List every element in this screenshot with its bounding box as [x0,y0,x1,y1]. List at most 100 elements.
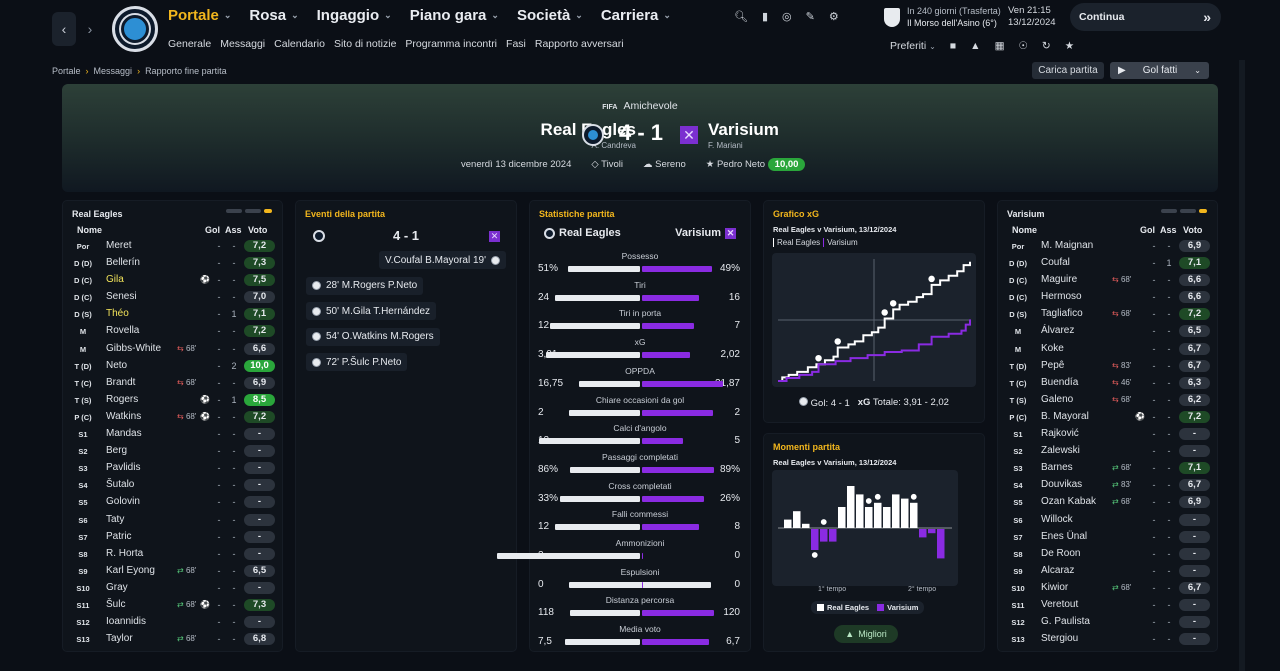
player-row[interactable]: S3 Barnes ⇄ 68' - -7,1 [1002,460,1210,477]
player-name[interactable]: Rajković [1041,428,1079,440]
refresh-icon[interactable]: ↻ [1041,40,1051,52]
search-icon[interactable]: 🔍︎ [734,11,748,23]
player-name[interactable]: Coufal [1041,257,1070,269]
player-row[interactable]: D (S) Tagliafico ⇆ 68' - -7,2 [1002,306,1210,323]
player-name[interactable]: G. Paulista [1041,616,1090,628]
player-row[interactable]: D (C) Maguire ⇆ 68' - -6,6 [1002,272,1210,289]
player-row[interactable]: P (C) Watkins ⇆ 68' ⚽ - -7,2 [67,409,275,426]
player-row[interactable]: M Álvarez - -6,5 [1002,323,1210,340]
player-name[interactable]: Pavlidis [106,462,141,474]
submenu-item-3[interactable]: Sito di notizie [333,38,397,50]
player-name[interactable]: Senesi [106,291,137,303]
away-team[interactable]: Varisium F. Mariani [708,120,779,150]
player-name[interactable]: Ioannidis [106,616,147,628]
player-name[interactable]: Hermoso [1041,291,1082,303]
player-row[interactable]: M Rovella - -7,2 [67,323,275,340]
player-name[interactable]: Barnes [1041,462,1073,474]
player-row[interactable]: D (D) Coufal -1 7,1 [1002,255,1210,272]
player-row[interactable]: D (C) Gila ⚽ - -7,5 [67,272,275,289]
submenu-item-5[interactable]: Fasi [506,38,526,50]
player-name[interactable]: Théo [106,308,129,320]
forward-button[interactable]: › [87,21,93,37]
player-row[interactable]: D (C) Senesi - -7,0 [67,289,275,306]
player-row[interactable]: T (D) Neto -2 10,0 [67,358,275,375]
submenu-item-4[interactable]: Programma incontri [405,38,498,50]
player-name[interactable]: Veretout [1041,598,1079,610]
chat-icon[interactable]: ■ [949,40,957,52]
player-name[interactable]: Watkins [106,410,142,422]
player-name[interactable]: Stergiou [1041,633,1079,645]
trophy-icon[interactable]: ★ [1064,40,1075,52]
menu-item-portale[interactable]: Portale ⌄ [168,7,231,24]
player-row[interactable]: S1 Mandas - - - [67,426,275,443]
player-name[interactable]: Ozan Kabak [1041,496,1097,508]
scrollbar[interactable] [1239,60,1245,671]
event-goal[interactable]: 50' M.Gila T.Hernández [306,302,436,320]
training-icon[interactable]: ☉ [1018,40,1028,52]
player-row[interactable]: S7 Enes Ünal - - - [1002,529,1210,546]
player-name[interactable]: Pepê [1041,359,1065,371]
player-row[interactable]: S4 Douvikas ⇄ 83' - -6,7 [1002,477,1210,494]
club-logo[interactable] [112,6,158,52]
player-name[interactable]: Gibbs-White [106,342,162,354]
player-row[interactable]: S13 Stergiou - - - [1002,631,1210,648]
player-name[interactable]: Karl Eyong [106,564,155,576]
breadcrumb-item[interactable]: Portale [52,66,81,76]
player-name[interactable]: Zalewski [1041,445,1080,457]
player-row[interactable]: T (C) Brandt ⇆ 68' - -6,9 [67,375,275,392]
player-row[interactable]: M Gibbs-White ⇆ 68' - -6,6 [67,341,275,358]
player-name[interactable]: Meret [106,240,132,251]
goals-dropdown[interactable]: ▶ Gol fatti ⌄ [1110,62,1209,79]
player-name[interactable]: Galeno [1041,393,1074,405]
player-row[interactable]: S9 Karl Eyong ⇄ 68' - -6,5 [67,563,275,580]
back-button[interactable]: ‹ [52,12,76,46]
menu-item-rosa[interactable]: Rosa ⌄ [249,7,298,24]
player-row[interactable]: T (S) Galeno ⇆ 68' - -6,2 [1002,392,1210,409]
player-name[interactable]: Gray [106,581,128,593]
player-row[interactable]: T (S) Rogers ⚽ -1 8,5 [67,392,275,409]
submenu-item-0[interactable]: Generale [168,38,212,50]
player-name[interactable]: Douvikas [1041,479,1083,491]
next-match-info[interactable]: In 240 giorni (Trasferta) Il Morso dell'… [907,5,1001,29]
menu-item-piano-gara[interactable]: Piano gara ⌄ [410,7,499,24]
player-row[interactable]: T (C) Buendía ⇆ 46' - -6,3 [1002,375,1210,392]
player-name[interactable]: Willock [1041,513,1073,525]
bookmark-icon[interactable]: ▮ [761,11,769,23]
player-row[interactable]: S6 Taty - - - [67,512,275,529]
player-name[interactable]: Taylor [106,633,133,645]
player-row[interactable]: S1 Rajković - - - [1002,426,1210,443]
player-row[interactable]: D (C) Hermoso - -6,6 [1002,289,1210,306]
submenu-item-2[interactable]: Calendario [274,38,325,50]
player-name[interactable]: Patric [106,530,132,542]
player-row[interactable]: S7 Patric - - - [67,529,275,546]
player-row[interactable]: S2 Zalewski - - - [1002,443,1210,460]
player-row[interactable]: D (D) Bellerín - -7,3 [67,255,275,272]
player-row[interactable]: S11 Šulc ⇄ 68' ⚽ - -7,3 [67,597,275,614]
player-row[interactable]: S4 Šutalo - - - [67,477,275,494]
player-name[interactable]: Gila [106,274,124,286]
player-row[interactable]: S2 Berg - - - [67,443,275,460]
player-name[interactable]: Koke [1041,342,1064,354]
player-row[interactable]: S10 Kiwior ⇄ 68' - -6,7 [1002,580,1210,597]
favorites-dropdown[interactable]: Preferiti ⌄ [890,40,936,52]
menu-item-ingaggio[interactable]: Ingaggio ⌄ [317,7,392,24]
event-goal[interactable]: 54' O.Watkins M.Rogers [306,327,440,346]
player-name[interactable]: Šutalo [106,479,135,491]
player-row[interactable]: P (C) B. Mayoral ⚽ - -7,2 [1002,409,1210,426]
player-row[interactable]: S12 Ioannidis - - - [67,614,275,631]
player-name[interactable]: Brandt [106,376,136,388]
player-row[interactable]: M Koke - -6,7 [1002,341,1210,358]
continue-button[interactable]: Continua » [1070,3,1221,31]
player-row[interactable]: S10 Gray - - - [67,580,275,597]
player-row[interactable]: S3 Pavlidis - - - [67,460,275,477]
player-row[interactable]: S9 Alcaraz - - - [1002,563,1210,580]
tactics-icon[interactable]: ▦ [994,40,1005,52]
player-name[interactable]: Berg [106,445,128,457]
player-name[interactable]: Buendía [1041,376,1079,388]
menu-item-carriera[interactable]: Carriera ⌄ [601,7,671,24]
gear-icon[interactable]: ⚙ [828,11,839,23]
player-name[interactable]: Enes Ünal [1041,530,1088,542]
shirt-icon[interactable]: ▲ [970,40,981,52]
player-row[interactable]: D (S) Théo -1 7,1 [67,306,275,323]
player-name[interactable]: B. Mayoral [1041,410,1089,422]
